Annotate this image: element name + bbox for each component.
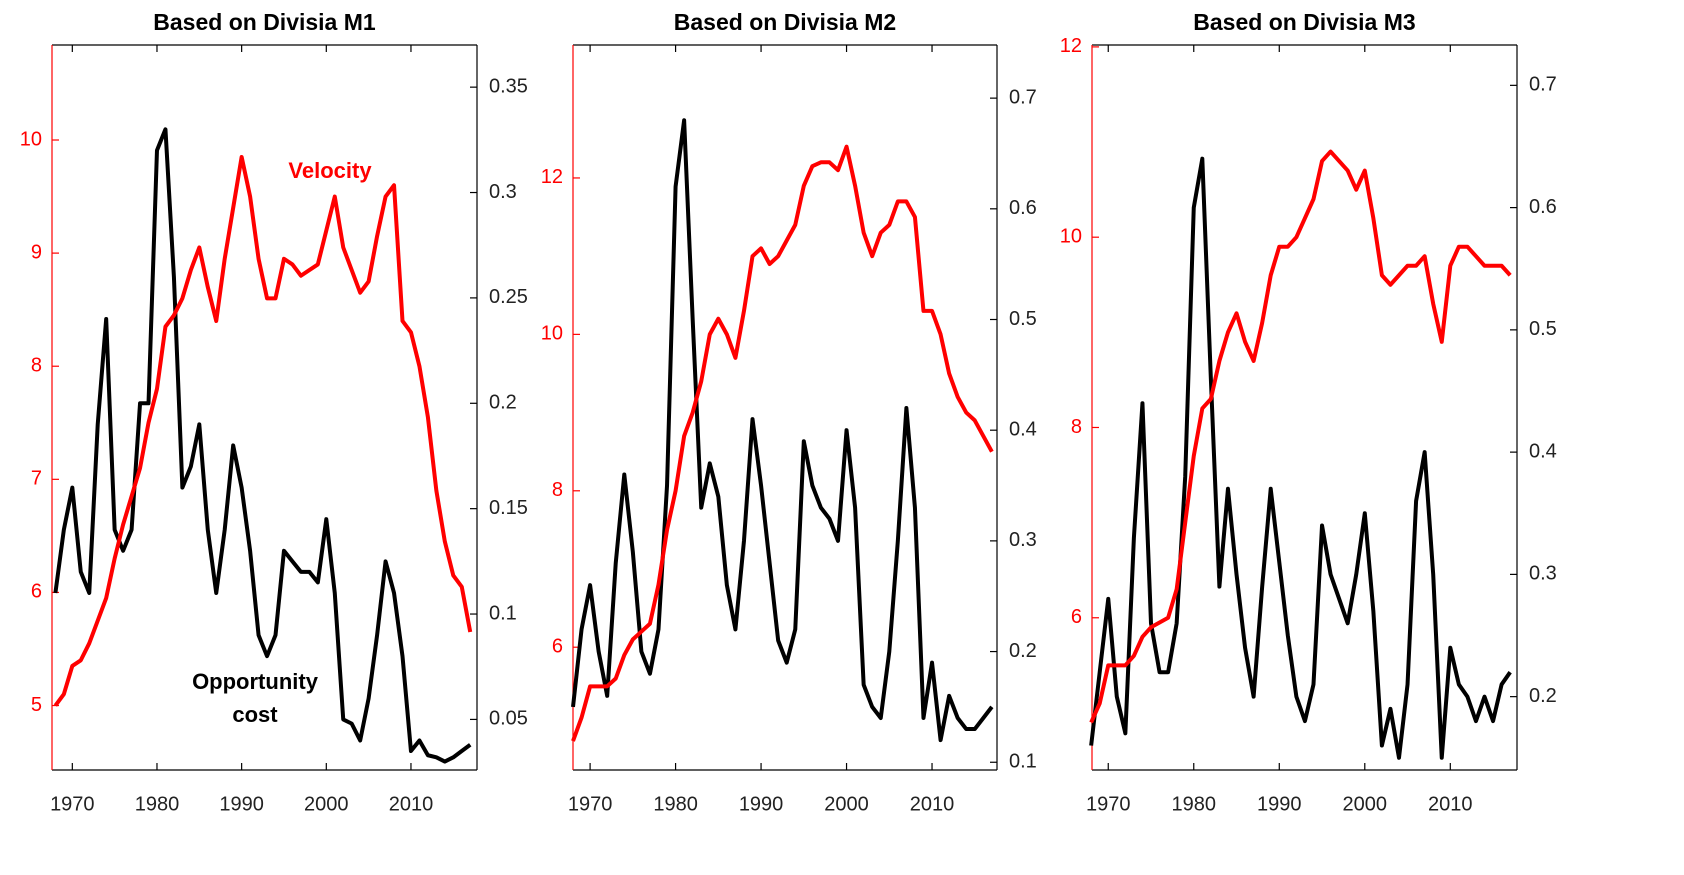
- y2-tick-label: 0.5: [1009, 308, 1037, 330]
- series-line: [1089, 156, 1512, 760]
- y-tick-label: 7: [31, 468, 42, 490]
- series-line: [571, 144, 994, 742]
- series-line: [53, 127, 472, 764]
- chart-title: Based on Divisia M3: [1193, 9, 1415, 35]
- y2-tick-label: 0.6: [1009, 197, 1037, 219]
- chart-title: Based on Divisia M2: [674, 9, 896, 35]
- x-tick-label: 1980: [1172, 793, 1217, 815]
- x-tick-label: 2000: [1343, 793, 1388, 815]
- y2-tick-label: 0.25: [489, 286, 528, 308]
- x-tick-label: 2010: [910, 793, 955, 815]
- y-tick-label: 5: [31, 694, 42, 716]
- series-line: [571, 118, 994, 743]
- y-tick-label: 6: [1071, 606, 1082, 628]
- annotation: cost: [232, 702, 278, 727]
- y2-tick-label: 0.2: [1009, 640, 1037, 662]
- y2-tick-label: 0.4: [1009, 418, 1037, 440]
- y2-tick-label: 0.5: [1529, 318, 1557, 340]
- chart-title: Based on Divisia M1: [153, 9, 376, 35]
- y-tick-label: 8: [1071, 416, 1082, 438]
- x-tick-label: 1990: [739, 793, 784, 815]
- x-tick-label: 1970: [568, 793, 613, 815]
- y-tick-label: 10: [541, 323, 563, 345]
- y2-tick-label: 0.4: [1529, 440, 1557, 462]
- annotation: Velocity: [288, 158, 372, 183]
- y-tick-label: 6: [31, 581, 42, 603]
- y2-tick-label: 0.3: [489, 181, 517, 203]
- y2-tick-label: 0.2: [1529, 685, 1557, 707]
- x-tick-label: 1970: [1086, 793, 1131, 815]
- x-tick-label: 2010: [389, 793, 434, 815]
- x-tick-label: 1980: [135, 793, 180, 815]
- y-tick-label: 9: [31, 241, 42, 263]
- annotation: Opportunity: [192, 669, 319, 694]
- y2-tick-label: 0.35: [489, 75, 528, 97]
- x-tick-label: 1970: [50, 793, 95, 815]
- y-tick-label: 10: [20, 128, 42, 150]
- series-line: [53, 154, 473, 707]
- y2-tick-label: 0.7: [1009, 86, 1037, 108]
- x-tick-label: 2010: [1428, 793, 1473, 815]
- y-tick-label: 10: [1060, 225, 1082, 247]
- y2-tick-label: 0.3: [1529, 563, 1557, 585]
- y2-tick-label: 0.6: [1529, 196, 1557, 218]
- y2-tick-label: 0.05: [489, 708, 528, 730]
- x-tick-label: 1990: [1257, 793, 1302, 815]
- y-tick-label: 8: [552, 479, 563, 501]
- y2-tick-label: 0.15: [489, 497, 528, 519]
- y2-tick-label: 0.1: [489, 602, 517, 624]
- y2-tick-label: 0.1: [1009, 751, 1037, 773]
- y2-tick-label: 0.2: [489, 392, 517, 414]
- x-tick-label: 1980: [653, 793, 698, 815]
- x-tick-label: 1990: [219, 793, 264, 815]
- y-tick-label: 6: [552, 635, 563, 657]
- y2-tick-label: 0.3: [1009, 529, 1037, 551]
- y2-tick-label: 0.7: [1529, 74, 1557, 96]
- series-line: [1089, 149, 1512, 724]
- y-tick-label: 8: [31, 354, 42, 376]
- x-tick-label: 2000: [824, 793, 869, 815]
- x-tick-label: 2000: [304, 793, 349, 815]
- y-tick-label: 12: [1060, 35, 1082, 57]
- y-tick-label: 12: [541, 166, 563, 188]
